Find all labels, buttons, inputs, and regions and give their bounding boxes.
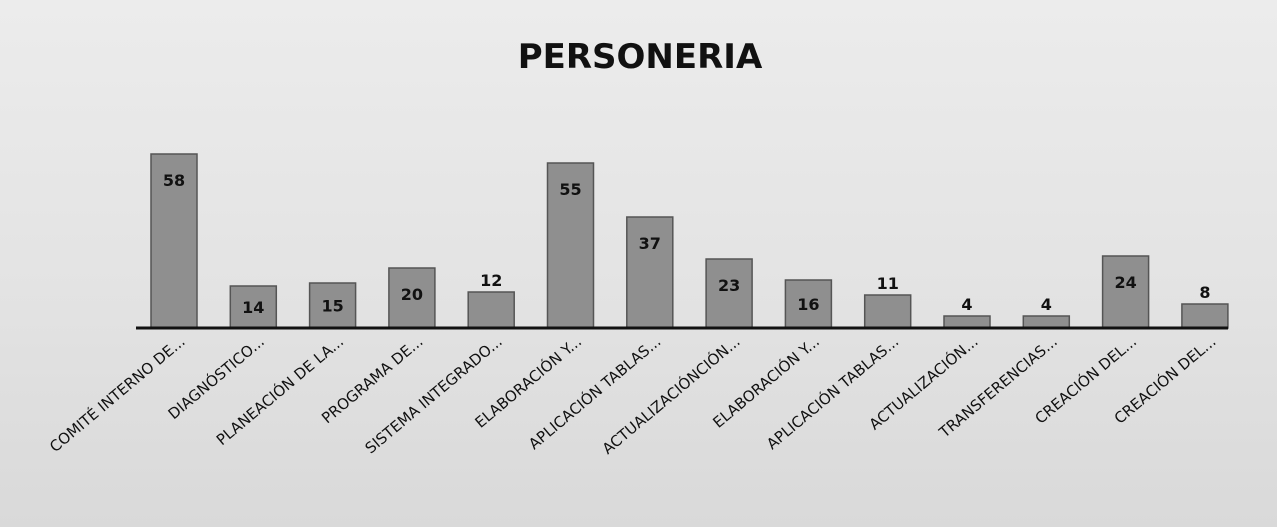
bar-12 bbox=[1022, 315, 1071, 329]
bar-14 bbox=[1181, 303, 1229, 329]
bar-5 bbox=[467, 291, 515, 329]
bar-7 bbox=[626, 216, 674, 329]
bar-value-label-3: 15 bbox=[321, 297, 343, 316]
bar-value-label-14: 8 bbox=[1199, 283, 1210, 302]
x-tick-label-1: COMITÉ INTERNO DE... bbox=[45, 332, 188, 456]
bar-4 bbox=[388, 267, 436, 329]
bar-value-label-10: 11 bbox=[877, 274, 899, 293]
bar-13 bbox=[1101, 255, 1150, 329]
tick-labels-group: COMITÉ INTERNO DE...DIAGNÓSTICO...PLANEA… bbox=[45, 332, 1219, 458]
bar-value-label-5: 12 bbox=[480, 271, 502, 290]
x-tick-label-5: SISTEMA INTEGRADO... bbox=[362, 332, 506, 457]
bar-value-label-7: 37 bbox=[639, 234, 661, 253]
bar-value-label-11: 4 bbox=[961, 295, 972, 314]
x-tick-label-8: ACTUALIZACIÓNCIÓN... bbox=[598, 332, 744, 458]
x-tick-label-7: APLICACIÓN TABLAS... bbox=[525, 332, 665, 454]
bar-value-label-2: 14 bbox=[242, 298, 264, 317]
bar-value-label-12: 4 bbox=[1041, 295, 1052, 314]
bar-11 bbox=[943, 315, 991, 329]
bar-value-label-8: 23 bbox=[718, 276, 740, 295]
bar-10 bbox=[863, 294, 912, 329]
x-tick-label-3: PLANEACIÓN DE LA... bbox=[212, 332, 347, 450]
bar-value-label-1: 58 bbox=[163, 171, 185, 190]
bar-value-label-6: 55 bbox=[559, 180, 581, 199]
x-tick-label-10: APLICACIÓN TABLAS... bbox=[762, 332, 902, 454]
bar-value-label-13: 24 bbox=[1114, 273, 1136, 292]
bar-value-label-9: 16 bbox=[797, 295, 819, 314]
chart-title: PERSONERIA bbox=[518, 37, 763, 77]
bars-group bbox=[150, 153, 1229, 329]
bar-9 bbox=[784, 279, 833, 329]
bar-1 bbox=[150, 153, 198, 329]
value-labels-group: 58 14 15 20 12 55 37 23 16 11 4 4 24 8 bbox=[163, 171, 1211, 317]
bar-value-label-4: 20 bbox=[401, 285, 423, 304]
